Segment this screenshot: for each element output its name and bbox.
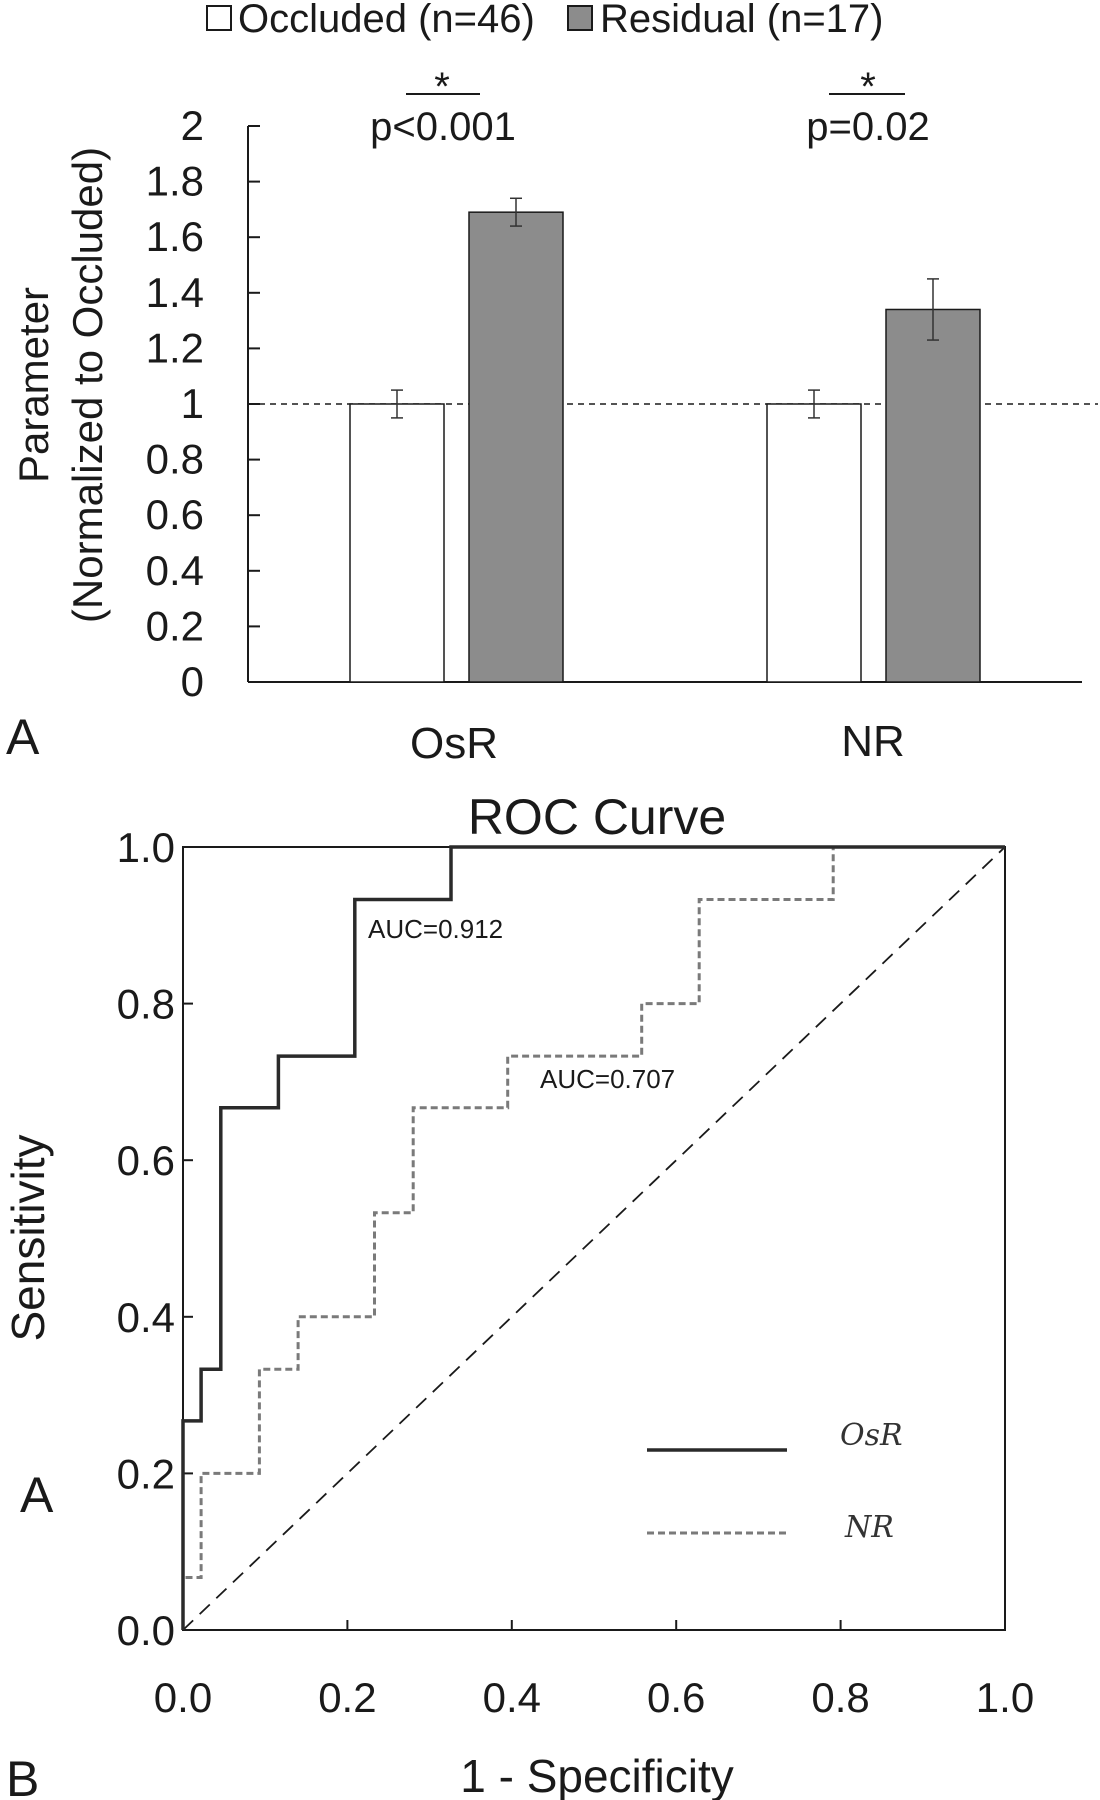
bar-osr-occluded: [349, 403, 445, 683]
roc-legend: OsR NR: [647, 1418, 903, 1545]
significance-pvalue-osr: p<0.001: [370, 105, 516, 149]
roc-legend-label-nr: NR: [844, 1510, 894, 1545]
legend-swatch-residual: [567, 5, 593, 31]
bar-y-tick-label: 2: [181, 102, 204, 149]
significance-pvalue-nr: p=0.02: [806, 105, 929, 149]
bar-y-tick-label: 0.8: [146, 436, 204, 483]
bar-y-tick-label: 1: [181, 380, 204, 427]
significance-star-osr: *: [434, 65, 450, 109]
auc-label-nr: AUC=0.707: [540, 1064, 675, 1094]
roc-y-ticks: 0.0 0.2 0.4 0.6 0.8 1.0: [117, 824, 193, 1654]
significance-nr: * p=0.02: [806, 65, 929, 149]
roc-y-tick-label: 0.6: [117, 1137, 175, 1184]
bar-y-tick-label: 1.2: [146, 324, 204, 371]
panel-label-middle: A: [20, 1467, 54, 1523]
significance-osr: * p<0.001: [370, 65, 516, 149]
bar-chart: Occluded (n=46) Residual (n=17) Paramete…: [6, 0, 1098, 768]
bar-y-tick-label: 0.4: [146, 547, 204, 594]
roc-curve-nr: [181, 845, 1005, 1630]
legend-label-occluded: Occluded (n=46): [238, 0, 535, 41]
bar-y-tick-label: 1.4: [146, 269, 204, 316]
roc-y-tick-label: 0.2: [117, 1450, 175, 1497]
bar-legend: Occluded (n=46) Residual (n=17): [206, 0, 884, 41]
roc-x-tick-label: 1.0: [976, 1674, 1034, 1721]
bar-y-ticks: 0 0.2 0.4 0.6 0.8 1 1.2 1.4 1.6 1.8 2: [146, 102, 260, 705]
roc-curve-osr: [181, 845, 1005, 1630]
bar-y-tick-label: 1.8: [146, 158, 204, 205]
roc-x-tick-label: 0.8: [811, 1674, 869, 1721]
roc-chart: ROC Curve 0.0 0.2 0.4 0.6 0.8 1.0 0.00.20.40.…: [2, 789, 1034, 1800]
category-label-nr: NR: [841, 717, 905, 766]
roc-x-tick-label: 0.2: [318, 1674, 376, 1721]
bar-nr-residual: [885, 308, 981, 683]
bar-y-tick-label: 0.6: [146, 491, 204, 538]
roc-x-ticks: 0.0 0.2 0.4 0.6 0.8 1.0: [154, 1620, 1034, 1721]
bar-nr-occluded: [766, 403, 862, 683]
significance-star-nr: *: [860, 65, 876, 109]
roc-legend-label-osr: OsR: [840, 1418, 903, 1453]
bar-y-axis-label-line2: (Normalized to Occluded): [64, 147, 111, 623]
roc-reference-diagonal: [182, 846, 1006, 1631]
roc-y-tick-label: 0.0: [117, 1607, 175, 1654]
roc-y-tick-label: 0.8: [117, 981, 175, 1028]
roc-x-tick-label: 0.6: [647, 1674, 705, 1721]
roc-title: ROC Curve: [468, 789, 726, 845]
bar-osr-residual: [468, 211, 564, 683]
panel-label-bottom: B: [6, 1751, 39, 1800]
roc-y-axis-label: Sensitivity: [2, 1134, 54, 1341]
auc-label-osr: AUC=0.912: [368, 914, 503, 944]
roc-x-axis-label: 1 - Specificity: [460, 1750, 734, 1800]
panel-label-top: A: [6, 709, 40, 765]
legend-label-residual: Residual (n=17): [600, 0, 884, 41]
legend-swatch-occluded: [206, 5, 232, 31]
category-label-osr: OsR: [410, 719, 498, 768]
roc-x-tick-label: 0.4: [483, 1674, 541, 1721]
bar-bars: [349, 197, 981, 683]
roc-x-tick-label: 0.0: [154, 1674, 212, 1721]
bar-y-tick-label: 0.2: [146, 602, 204, 649]
roc-y-tick-label: 0.4: [117, 1294, 175, 1341]
roc-y-tick-label: 1.0: [117, 824, 175, 871]
bar-y-axis-label-line1: Parameter: [10, 287, 57, 483]
bar-y-tick-label: 1.6: [146, 213, 204, 260]
bar-y-tick-label: 0: [181, 658, 204, 705]
